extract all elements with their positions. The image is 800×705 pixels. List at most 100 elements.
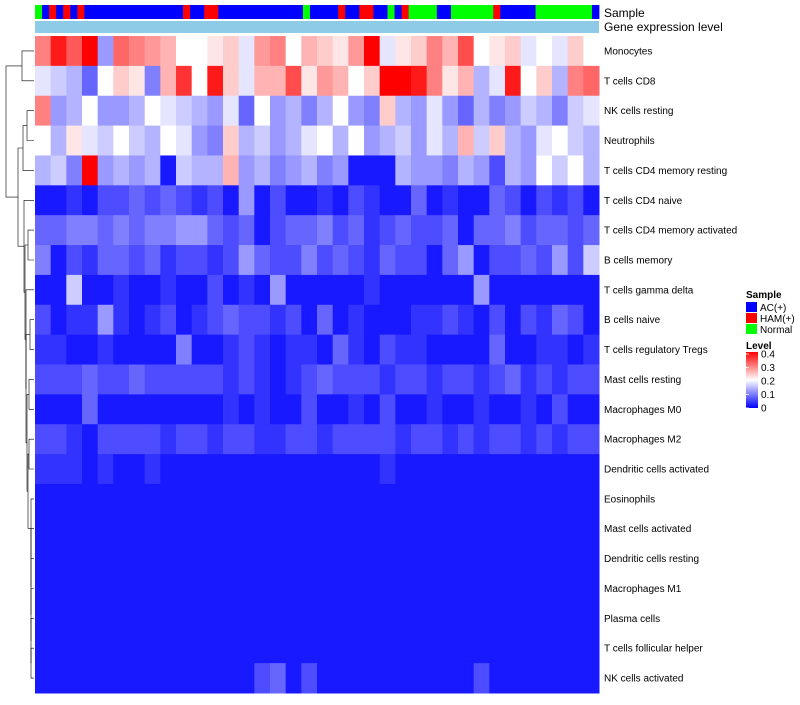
heatmap-cell xyxy=(379,483,396,515)
heatmap-cell xyxy=(285,513,302,545)
row-label: T cells regulatory Tregs xyxy=(604,345,708,356)
heatmap-cell xyxy=(301,633,318,664)
heatmap-cell xyxy=(160,663,177,694)
row-label: Dendritic cells activated xyxy=(604,465,709,476)
heatmap-cell xyxy=(426,454,443,485)
row-label: Plasma cells xyxy=(604,614,660,625)
heatmap-cell xyxy=(505,633,522,664)
heatmap-cell xyxy=(144,364,161,395)
heatmap-cell xyxy=(536,215,553,246)
heatmap-cell xyxy=(301,185,318,216)
heatmap-cell xyxy=(176,483,193,515)
heatmap-cell xyxy=(176,155,193,186)
heatmap-cell xyxy=(191,36,208,67)
heatmap-cell xyxy=(254,334,271,365)
heatmap-cell xyxy=(144,274,161,306)
heatmap-cell xyxy=(66,95,83,127)
sample-legend-swatch xyxy=(746,313,757,323)
heatmap-cell xyxy=(348,364,365,395)
heatmap-cell xyxy=(176,334,193,365)
heatmap-cell xyxy=(285,364,302,395)
heatmap-cell xyxy=(285,424,302,455)
heatmap-cell xyxy=(473,334,490,365)
sample-annotation-cell xyxy=(408,5,417,19)
dendrogram-branch xyxy=(27,453,31,529)
heatmap-cell xyxy=(160,304,177,336)
heatmap-cell xyxy=(583,95,600,127)
heatmap-cell xyxy=(364,573,381,604)
heatmap-cell xyxy=(191,95,208,127)
heatmap-cell xyxy=(317,334,334,365)
heatmap-cell xyxy=(144,245,161,276)
heatmap-cell xyxy=(583,125,600,156)
heatmap-cell xyxy=(254,573,271,604)
dendrogram-branch xyxy=(30,558,34,615)
heatmap-cell xyxy=(348,573,365,604)
heatmap-cell xyxy=(458,394,475,425)
heatmap-cell xyxy=(395,215,412,246)
heatmap-cell xyxy=(113,633,130,664)
heatmap-cell xyxy=(364,65,381,97)
sample-annotation-cell xyxy=(35,5,43,19)
sample-annotation-cell xyxy=(70,5,78,19)
heatmap-cell xyxy=(160,394,177,425)
heatmap-cell xyxy=(364,483,381,515)
heatmap-cell xyxy=(583,36,600,67)
heatmap-cell xyxy=(348,185,365,216)
heatmap-cell xyxy=(505,513,522,545)
heatmap-cell xyxy=(505,185,522,216)
heatmap-cell xyxy=(458,663,475,694)
heatmap-cell xyxy=(144,304,161,336)
heatmap-cell xyxy=(129,454,146,485)
heatmap-cell xyxy=(176,573,193,604)
heatmap-cell xyxy=(113,394,130,425)
heatmap-cell xyxy=(129,65,146,97)
heatmap-cell xyxy=(426,125,443,156)
heatmap-cell xyxy=(317,215,334,246)
heatmap-cell xyxy=(207,245,224,276)
heatmap-cell xyxy=(583,543,600,575)
heatmap-cell xyxy=(536,334,553,365)
heatmap-cell xyxy=(364,304,381,336)
heatmap-cell xyxy=(129,573,146,604)
heatmap-cell xyxy=(113,513,130,545)
heatmap-cell xyxy=(317,483,334,515)
sample-legend-swatch xyxy=(746,324,757,334)
heatmap-cell xyxy=(317,543,334,575)
dendrogram-branch xyxy=(22,125,34,171)
heatmap-cell xyxy=(144,65,161,97)
heatmap-cell xyxy=(207,483,224,515)
heatmap-cell xyxy=(301,543,318,575)
heatmap-cell xyxy=(332,304,349,336)
heatmap-cell xyxy=(223,394,240,425)
heatmap-cell xyxy=(379,125,396,156)
heatmap-cell xyxy=(505,364,522,395)
heatmap-cell xyxy=(97,364,114,395)
heatmap-cell xyxy=(567,454,584,485)
heatmap-cell xyxy=(82,573,99,604)
heatmap-cell xyxy=(285,185,302,216)
heatmap-cell xyxy=(473,304,490,336)
heatmap-cell xyxy=(332,334,349,365)
heatmap-cell xyxy=(223,424,240,455)
heatmap-cell xyxy=(442,454,459,485)
heatmap-cell xyxy=(129,663,146,694)
heatmap-cell xyxy=(332,394,349,425)
heatmap-cell xyxy=(160,483,177,515)
heatmap-cell xyxy=(520,215,537,246)
heatmap-cell xyxy=(66,65,83,97)
sample-annotation-cell xyxy=(133,5,142,19)
heatmap-cell xyxy=(426,483,443,515)
heatmap-cell xyxy=(160,245,177,276)
heatmap-cell xyxy=(191,304,208,336)
heatmap-cell xyxy=(379,454,396,485)
heatmap-cell xyxy=(207,36,224,67)
heatmap-cell xyxy=(113,603,130,634)
heatmap-cell xyxy=(160,215,177,246)
heatmap-cell xyxy=(113,36,130,67)
heatmap-cell xyxy=(270,185,287,216)
heatmap-cell xyxy=(270,663,287,694)
heatmap-cell xyxy=(426,543,443,575)
heatmap-cell xyxy=(536,304,553,336)
heatmap-cell xyxy=(395,573,412,604)
